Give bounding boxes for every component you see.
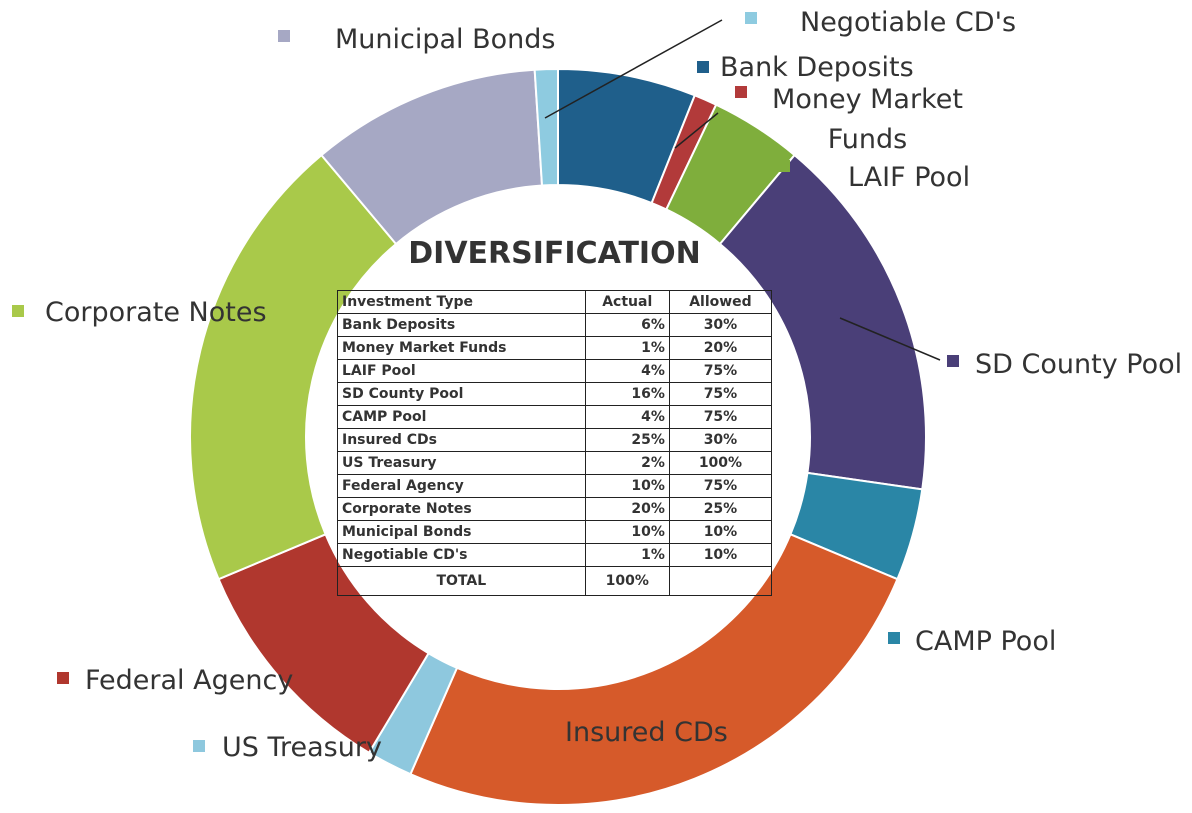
legend-label: SD County Pool (975, 349, 1183, 380)
leader-line (544, 19, 723, 119)
legend-swatch (745, 12, 757, 24)
investment-type: CAMP Pool (337, 405, 586, 429)
actual: 10% (584, 474, 670, 498)
legend-swatch (697, 61, 709, 73)
legend-swatch (735, 86, 747, 98)
actual: 4% (584, 405, 670, 429)
allowed: 75% (668, 405, 773, 429)
legend-label: Negotiable CD's (800, 7, 1017, 38)
allowed: 10% (668, 543, 773, 567)
actual: 10% (584, 520, 670, 544)
legend-label: Money Market Funds (772, 84, 963, 155)
table-header-row: Investment Type Actual Allowed (337, 290, 773, 314)
legend-swatch (888, 632, 900, 644)
allowed: 25% (668, 497, 773, 521)
legend-label: CAMP Pool (915, 626, 1057, 657)
table-row: Money Market Funds 1% 20% (337, 336, 773, 360)
actual: 1% (584, 336, 670, 360)
allowed: 30% (668, 313, 773, 337)
legend-swatch (535, 724, 547, 736)
allowed: 100% (668, 451, 773, 475)
legend-label: Corporate Notes (45, 297, 267, 328)
legend-swatch (778, 160, 790, 172)
actual: 20% (584, 497, 670, 521)
table-row: Corporate Notes 20% 25% (337, 497, 773, 521)
allowed: 10% (668, 520, 773, 544)
legend-label: Federal Agency (85, 665, 294, 696)
table-row: Bank Deposits 6% 30% (337, 313, 773, 337)
legend-swatch (193, 740, 205, 752)
table-row: Negotiable CD's 1% 10% (337, 543, 773, 567)
diversification-table: Investment Type Actual Allowed Bank Deposit… (337, 290, 773, 596)
table-header: Investment Type (337, 290, 586, 314)
legend-label: Bank Deposits (720, 52, 914, 83)
allowed: 30% (668, 428, 773, 452)
table-row: Insured CDs 25% 30% (337, 428, 773, 452)
investment-type: Municipal Bonds (337, 520, 586, 544)
actual: 25% (584, 428, 670, 452)
investment-type: SD County Pool (337, 382, 586, 406)
legend-swatch (278, 30, 290, 42)
donut (189, 67, 927, 806)
actual: 1% (584, 543, 670, 567)
investment-type: Negotiable CD's (337, 543, 586, 567)
investment-type: Bank Deposits (337, 313, 586, 337)
donut-segment (409, 533, 899, 806)
legend-swatch (57, 672, 69, 684)
allowed: 75% (668, 359, 773, 383)
investment-type: Corporate Notes (337, 497, 586, 521)
table-row: Municipal Bonds 10% 10% (337, 520, 773, 544)
chart-title: DIVERSIFICATION (408, 236, 701, 271)
total-label: TOTAL (337, 566, 586, 596)
actual: 2% (584, 451, 670, 475)
table-row: Federal Agency 10% 75% (337, 474, 773, 498)
table-header: Actual (584, 290, 670, 314)
leader-line (839, 317, 941, 361)
donut-segment (189, 153, 398, 581)
table-row: LAIF Pool 4% 75% (337, 359, 773, 383)
table-row: US Treasury 2% 100% (337, 451, 773, 475)
legend-swatch (12, 305, 24, 317)
legend-label: US Treasury (222, 732, 382, 763)
table-header: Allowed (668, 290, 773, 314)
actual: 16% (584, 382, 670, 406)
donut-segment (533, 67, 559, 187)
total-value: 100% (584, 566, 670, 596)
investment-type: Insured CDs (337, 428, 586, 452)
table-total-row: TOTAL 100% (337, 566, 773, 596)
allowed: 20% (668, 336, 773, 360)
actual: 6% (584, 313, 670, 337)
leader-line (674, 112, 719, 149)
investment-type: LAIF Pool (337, 359, 586, 383)
table-row: CAMP Pool 4% 75% (337, 405, 773, 429)
legend-label: LAIF Pool (848, 162, 971, 193)
investment-type: Money Market Funds (337, 336, 586, 360)
legend-swatch (947, 355, 959, 367)
actual: 4% (584, 359, 670, 383)
allowed: 75% (668, 474, 773, 498)
total-empty (668, 566, 773, 596)
investment-type: US Treasury (337, 451, 586, 475)
allowed: 75% (668, 382, 773, 406)
table-row: SD County Pool 16% 75% (337, 382, 773, 406)
legend-label: Municipal Bonds (335, 24, 556, 55)
legend-label: Insured CDs (565, 717, 728, 748)
investment-type: Federal Agency (337, 474, 586, 498)
